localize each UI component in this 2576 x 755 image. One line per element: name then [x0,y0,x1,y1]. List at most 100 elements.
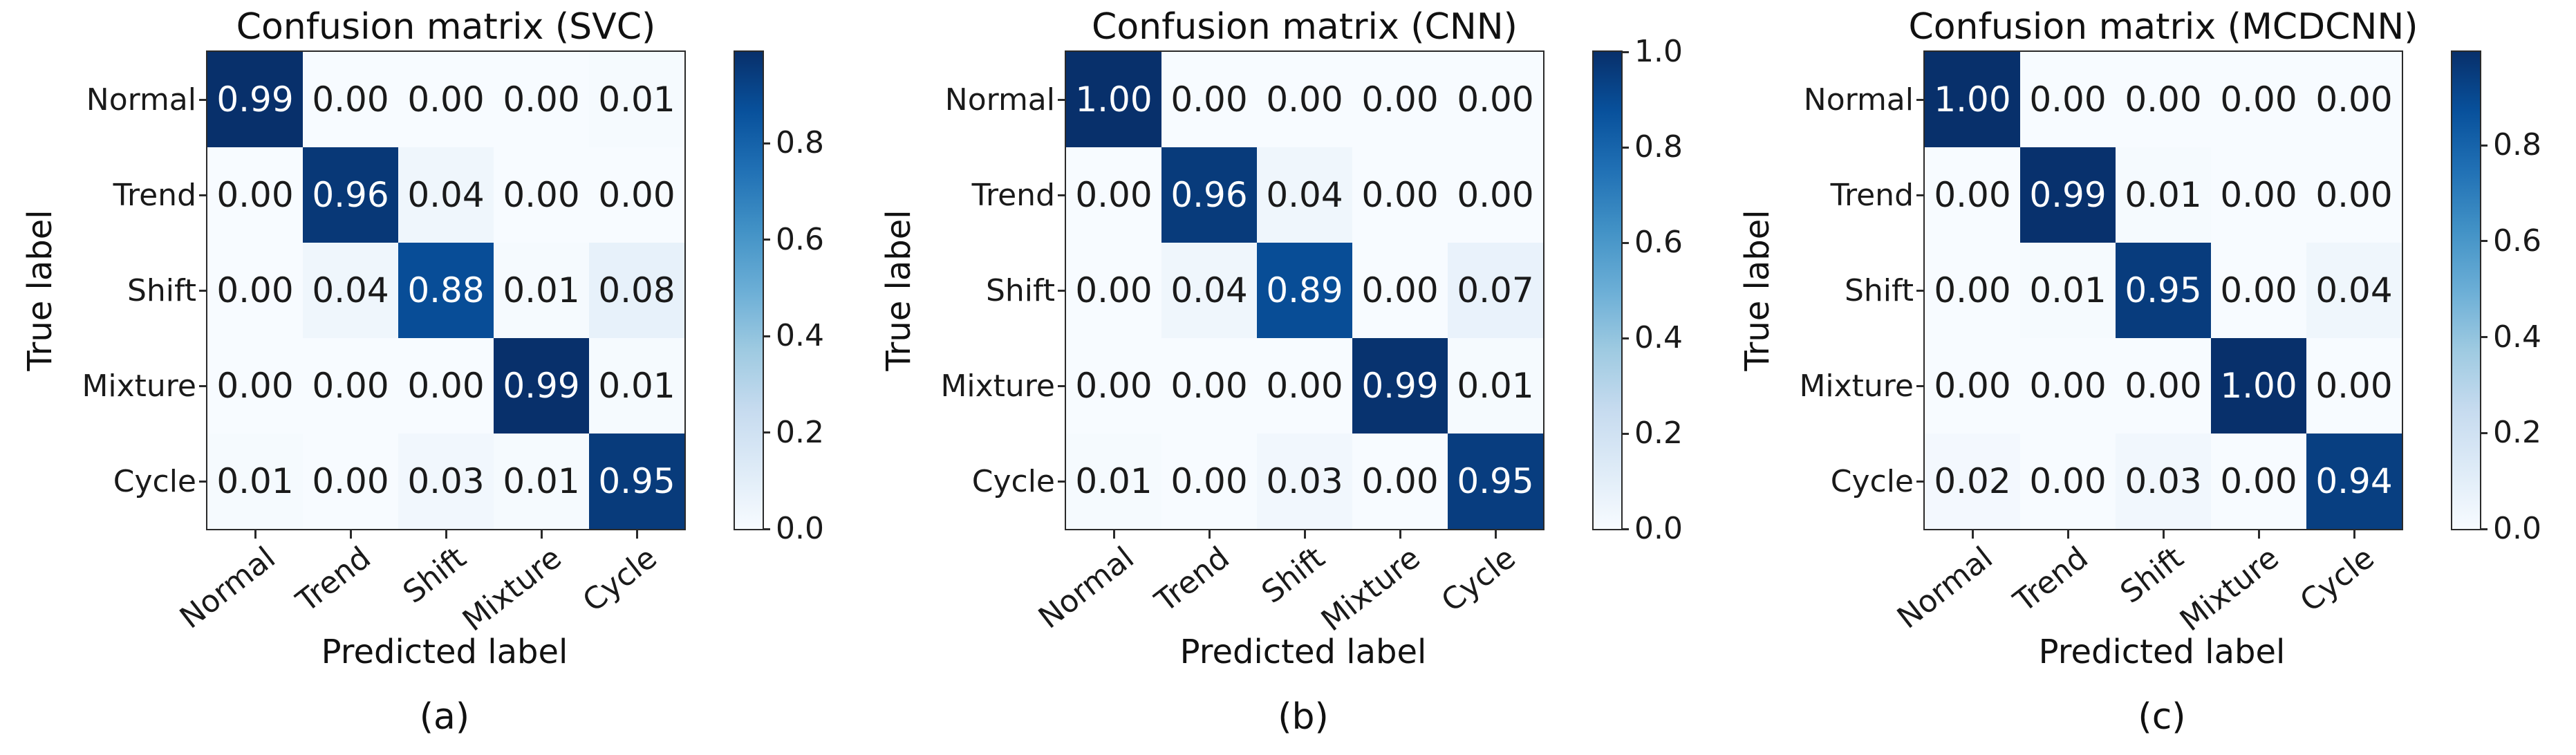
colorbar-tick-mark [1621,146,1629,149]
y-tick-mark [1058,194,1066,196]
y-tick-mark [1916,98,1925,101]
x-tick-mark [1399,530,1401,539]
x-axis-label: Predicted label [2038,633,2286,671]
y-tick-mark [1058,384,1066,387]
colorbar-tick-mark [2480,431,2488,434]
colorbar [2451,50,2481,530]
y-tick-mark [1058,289,1066,292]
matrix-cell: 0.04 [398,147,494,243]
y-tick-label: Mixture [940,368,1055,404]
matrix-cell: 0.00 [2211,243,2306,338]
matrix-cell: 0.01 [2116,147,2211,243]
x-tick-mark [2353,530,2355,539]
matrix-cell: 0.95 [2116,243,2211,338]
matrix-cell: 0.01 [207,434,303,529]
colorbar-tick-mark [2480,144,2488,147]
matrix-cell: 0.00 [2020,434,2116,529]
y-tick-mark [199,289,207,292]
colorbar-tick-label: 0.8 [2493,127,2541,163]
matrix-cell: 0.00 [1161,434,1257,529]
matrix-cell: 0.00 [1925,243,2020,338]
colorbar [1592,50,1623,530]
colorbar-tick-mark [763,528,770,530]
matrix-cell: 0.00 [303,338,398,434]
matrix-cell: 0.00 [207,338,303,434]
x-tick-mark [2162,530,2165,539]
y-tick-mark [1058,480,1066,483]
colorbar-tick-mark [2480,528,2488,530]
subfigure-caption: (c) [2138,696,2186,738]
matrix-cell: 0.94 [2306,434,2402,529]
colorbar-tick-label: 0.0 [2493,511,2541,546]
matrix-cell: 0.00 [398,338,494,434]
matrix-cell: 0.99 [1352,338,1448,434]
matrix-cell: 0.00 [1352,434,1448,529]
matrix-cell: 0.00 [2306,338,2402,434]
colorbar-tick-label: 1.0 [1634,34,1683,69]
y-tick-label: Cycle [1830,463,1914,499]
matrix-cell: 0.95 [1448,434,1543,529]
matrix-cell: 0.00 [1925,338,2020,434]
colorbar-tick-mark [1621,528,1629,530]
colorbar-tick-mark [763,335,770,337]
colorbar-tick-label: 0.4 [1634,320,1683,355]
matrix-cell: 0.04 [1257,147,1352,243]
matrix-cell: 0.00 [1066,243,1161,338]
matrix-cell: 0.95 [589,434,684,529]
chart-title: Confusion matrix (SVC) [236,6,656,48]
matrix-cell: 0.00 [2020,338,2116,434]
y-tick-label: Shift [985,272,1055,308]
x-tick-mark [254,530,256,539]
matrix-cell: 0.00 [398,52,494,147]
matrix-cell: 0.00 [1352,147,1448,243]
x-tick-mark [1112,530,1115,539]
heatmap-grid: 1.00 0.00 0.00 0.00 0.00 0.00 0.96 0.04 0.00 0.00… [1065,50,1544,530]
y-tick-label: Trend [1830,177,1914,213]
matrix-cell: 0.00 [2116,338,2211,434]
matrix-cell: 0.00 [1066,147,1161,243]
x-axis-label: Predicted label [1179,633,1427,671]
matrix-cell: 0.03 [1257,434,1352,529]
colorbar-tick-label: 0.6 [776,221,824,257]
matrix-cell: 0.00 [1448,52,1543,147]
colorbar-tick-label: 0.4 [776,318,824,354]
matrix-cell: 0.00 [1352,243,1448,338]
matrix-cell: 0.00 [1352,52,1448,147]
matrix-cell: 0.00 [2020,52,2116,147]
matrix-cell: 0.00 [303,434,398,529]
matrix-cell: 0.01 [1066,434,1161,529]
y-tick-mark [199,194,207,196]
matrix-cell: 0.00 [494,147,589,243]
matrix-cell: 0.00 [2211,147,2306,243]
matrix-cell: 0.96 [1161,147,1257,243]
matrix-cell: 0.00 [303,52,398,147]
x-tick-mark [1494,530,1497,539]
matrix-cell: 0.00 [1257,52,1352,147]
y-tick-label: Shift [127,272,196,308]
colorbar-tick-label: 0.2 [2493,415,2541,451]
matrix-cell: 0.01 [494,434,589,529]
colorbar-tick-mark [763,142,770,145]
matrix-cell: 0.00 [2211,434,2306,529]
matrix-cell: 0.04 [303,243,398,338]
matrix-cell: 0.00 [2306,147,2402,243]
x-tick-mark [1971,530,1974,539]
colorbar-tick-mark [1621,337,1629,339]
matrix-cell: 0.88 [398,243,494,338]
x-tick-mark [635,530,638,539]
colorbar-tick-mark [763,239,770,241]
subfigure-caption: (b) [1278,696,1329,738]
confusion-matrix-panel-a: Confusion matrix (SVC) True label 0.99 0.… [0,0,859,755]
heatmap-grid: 1.00 0.00 0.00 0.00 0.00 0.00 0.99 0.01 0.00 0.00… [1923,50,2403,530]
colorbar-tick-label: 0.2 [776,414,824,450]
matrix-cell: 0.99 [2020,147,2116,243]
y-tick-label: Cycle [113,463,196,499]
colorbar-tick-mark [1621,432,1629,435]
matrix-cell: 0.00 [1448,147,1543,243]
y-tick-mark [1916,289,1925,292]
matrix-cell: 0.00 [1066,338,1161,434]
matrix-cell: 0.00 [494,52,589,147]
matrix-cell: 0.96 [303,147,398,243]
matrix-cell: 0.01 [589,52,684,147]
y-tick-mark [1916,384,1925,387]
